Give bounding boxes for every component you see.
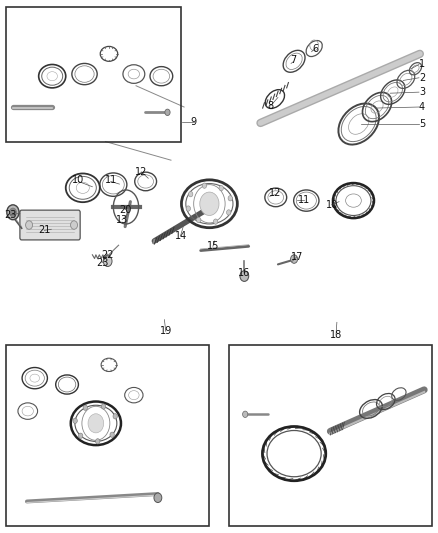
Circle shape <box>154 493 162 503</box>
Circle shape <box>7 205 19 220</box>
Text: 20: 20 <box>119 205 131 215</box>
Text: 3: 3 <box>419 87 425 97</box>
Text: 21: 21 <box>38 225 50 236</box>
Circle shape <box>197 217 201 223</box>
Circle shape <box>10 208 16 216</box>
Text: 13: 13 <box>116 215 128 225</box>
Text: 2: 2 <box>419 73 425 83</box>
Bar <box>229 345 432 526</box>
Circle shape <box>240 271 249 281</box>
Bar <box>6 345 209 526</box>
Text: 22: 22 <box>102 250 114 260</box>
Text: 9: 9 <box>191 117 197 127</box>
FancyBboxPatch shape <box>20 210 80 240</box>
Text: 11: 11 <box>298 195 310 205</box>
Text: 17: 17 <box>290 252 303 262</box>
Circle shape <box>202 183 207 188</box>
Circle shape <box>228 196 233 201</box>
Text: 5: 5 <box>419 119 425 129</box>
Text: 23: 23 <box>4 210 17 220</box>
Circle shape <box>110 432 114 438</box>
Circle shape <box>213 219 218 224</box>
Text: 18: 18 <box>330 329 342 340</box>
Text: 12: 12 <box>268 188 281 198</box>
Text: 14: 14 <box>174 231 187 241</box>
Circle shape <box>73 418 78 423</box>
Text: 19: 19 <box>159 326 172 336</box>
Circle shape <box>95 439 100 444</box>
Bar <box>6 7 180 142</box>
Circle shape <box>243 411 248 417</box>
Circle shape <box>88 414 104 433</box>
Circle shape <box>71 221 78 229</box>
Text: 12: 12 <box>135 167 148 177</box>
Circle shape <box>188 191 193 197</box>
Text: 8: 8 <box>268 101 274 111</box>
Circle shape <box>101 404 106 409</box>
Circle shape <box>83 405 88 410</box>
Text: 10: 10 <box>72 175 85 185</box>
Circle shape <box>25 221 32 229</box>
Text: 4: 4 <box>419 102 425 112</box>
Circle shape <box>200 192 219 215</box>
Circle shape <box>219 185 223 191</box>
Circle shape <box>103 256 112 266</box>
Text: 15: 15 <box>207 241 219 251</box>
Text: 6: 6 <box>312 44 318 53</box>
Text: 23: 23 <box>96 258 108 268</box>
Circle shape <box>290 255 297 263</box>
Text: 10: 10 <box>325 200 338 210</box>
Circle shape <box>165 109 170 116</box>
Text: 16: 16 <box>238 268 251 278</box>
Circle shape <box>226 210 231 215</box>
Text: 1: 1 <box>419 60 425 69</box>
Circle shape <box>78 433 83 439</box>
Circle shape <box>113 414 117 419</box>
Text: 7: 7 <box>290 55 297 65</box>
Circle shape <box>186 206 191 211</box>
Text: 11: 11 <box>105 175 117 185</box>
